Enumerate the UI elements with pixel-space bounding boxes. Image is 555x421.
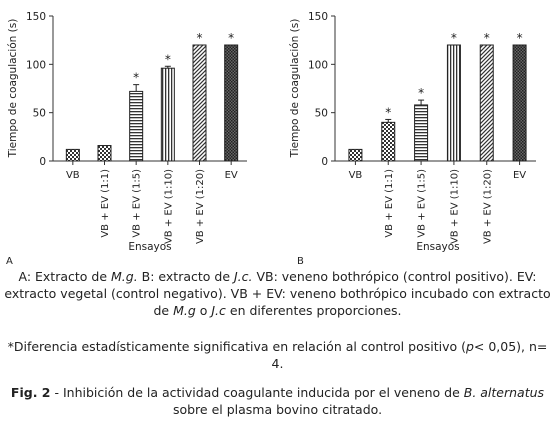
significance-marker: *	[197, 31, 203, 45]
x-tick-label: VB + EV (1:1)	[100, 169, 111, 238]
y-tick-label: 100	[26, 59, 46, 71]
bar	[512, 44, 527, 162]
y-tick-label: 0	[321, 156, 328, 168]
x-tick-label: EV	[513, 170, 526, 181]
x-axis-label: Ensayos	[128, 241, 171, 253]
y-tick-label: 0	[39, 156, 46, 168]
x-tick-label: VB + EV (1:20)	[482, 169, 493, 244]
bar	[97, 145, 112, 162]
bar	[446, 44, 461, 162]
legend-species-mg: M.g	[173, 303, 196, 318]
significance-note: *Diferencia estadísticamente significati…	[0, 338, 555, 372]
note-p: p	[465, 339, 474, 354]
figure-charts: 0 50 100 150 Tiempo de coagulación (s) VB VB +…	[6, 11, 536, 267]
y-tick-label: 50	[33, 108, 46, 120]
legend-text: o	[195, 303, 212, 318]
significance-marker: *	[484, 31, 490, 45]
bar	[192, 44, 207, 162]
significance-marker: *	[385, 105, 391, 119]
legend-species-mg: M.g.	[111, 269, 138, 284]
figure-label: Fig. 2	[10, 385, 51, 400]
note-text: *Diferencia estadísticamente significati…	[7, 339, 466, 354]
bar	[224, 44, 239, 162]
y-tick-label: 100	[308, 59, 328, 71]
significance-marker: *	[418, 86, 424, 100]
significance-marker: *	[228, 31, 234, 45]
legend-text: en diferentes proporciones.	[225, 303, 402, 318]
legend-species-jc: J.c	[211, 303, 226, 318]
x-tick-label: VB	[349, 170, 363, 181]
caption-species: B. alternatus	[463, 385, 545, 400]
significance-marker: *	[165, 52, 171, 66]
legend-text: A: Extracto de	[18, 269, 112, 284]
y-tick-label: 50	[315, 108, 328, 120]
figure-legend: A: Extracto de M.g. B: extracto de J.c. …	[0, 268, 555, 319]
x-axis-label: Ensayos	[416, 241, 459, 253]
x-tick-label: VB + EV (1:20)	[195, 169, 206, 244]
y-tick-label: 150	[308, 11, 328, 23]
bar	[414, 104, 429, 162]
x-tick-label: VB + EV (1:10)	[163, 169, 174, 244]
bar	[381, 121, 396, 162]
x-tick-label: VB + EV (1:5)	[132, 169, 143, 238]
bar	[129, 90, 144, 162]
x-tick-label: VB + EV (1:10)	[449, 169, 460, 244]
caption-text: sobre el plasma bovino citratado.	[172, 402, 383, 417]
caption-text: - Inhibición de la actividad coagulante …	[50, 385, 464, 400]
x-tick-label: VB + EV (1:5)	[417, 169, 428, 238]
figure-caption: Fig. 2 - Inhibición de la actividad coag…	[0, 384, 555, 418]
bar	[479, 44, 494, 162]
x-tick-label: VB + EV (1:1)	[384, 169, 395, 238]
significance-marker: *	[133, 71, 139, 85]
x-tick-label: EV	[225, 170, 238, 181]
significance-marker: *	[451, 31, 457, 45]
legend-species-jc: J.c.	[233, 269, 253, 284]
note-text: < 0,05), n= 4.	[271, 339, 548, 371]
panel-label: B	[297, 256, 304, 267]
y-axis-label: Tiempo de coagulación (s)	[7, 19, 19, 159]
bar	[160, 67, 175, 162]
legend-text: B: extracto de	[137, 269, 234, 284]
y-axis-label: Tiempo de coagulación (s)	[289, 19, 301, 159]
significance-marker: *	[517, 31, 523, 45]
chart-panel-a: 0 50 100 150 Tiempo de coagulación (s) VB VB +…	[6, 11, 247, 267]
y-tick-label: 150	[26, 11, 46, 23]
bar	[65, 148, 80, 162]
panel-label: A	[6, 256, 13, 267]
bar	[348, 148, 363, 162]
chart-panel-b: 0 50 100 150 Tiempo de coagulación (s) VB * VB …	[289, 11, 536, 267]
x-tick-label: VB	[66, 170, 80, 181]
legend-text: VB: veneno bothrópico (control positivo)…	[4, 269, 551, 318]
